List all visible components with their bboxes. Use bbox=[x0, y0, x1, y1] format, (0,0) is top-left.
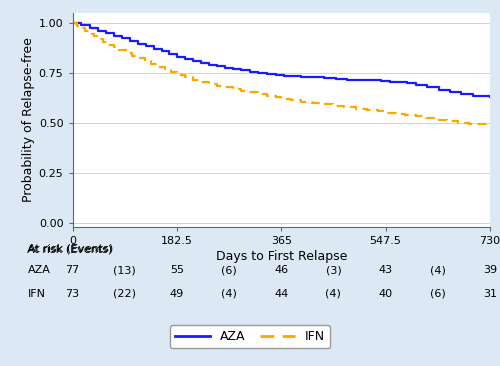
Text: 77: 77 bbox=[66, 265, 80, 275]
Text: (4): (4) bbox=[430, 265, 446, 275]
Text: 31: 31 bbox=[483, 289, 497, 299]
Text: 44: 44 bbox=[274, 289, 288, 299]
Text: (13): (13) bbox=[114, 265, 136, 275]
Text: 73: 73 bbox=[66, 289, 80, 299]
Text: (4): (4) bbox=[326, 289, 342, 299]
Text: (4): (4) bbox=[221, 289, 237, 299]
Text: IFN: IFN bbox=[28, 289, 46, 299]
Text: 40: 40 bbox=[378, 289, 392, 299]
Text: (3): (3) bbox=[326, 265, 342, 275]
Text: AZA: AZA bbox=[28, 265, 51, 275]
Legend: AZA, IFN: AZA, IFN bbox=[170, 325, 330, 348]
Text: 46: 46 bbox=[274, 265, 288, 275]
Text: At risk (Events): At risk (Events) bbox=[26, 245, 112, 255]
Text: (22): (22) bbox=[113, 289, 136, 299]
Text: 49: 49 bbox=[170, 289, 184, 299]
Y-axis label: Probability of Relapse-free: Probability of Relapse-free bbox=[22, 37, 35, 202]
X-axis label: Days to First Relapse: Days to First Relapse bbox=[216, 250, 347, 263]
Text: 43: 43 bbox=[378, 265, 392, 275]
Text: (6): (6) bbox=[221, 265, 237, 275]
Text: (6): (6) bbox=[430, 289, 446, 299]
Text: 39: 39 bbox=[483, 265, 497, 275]
Text: 55: 55 bbox=[170, 265, 184, 275]
Text: At risk (Events): At risk (Events) bbox=[28, 243, 113, 253]
